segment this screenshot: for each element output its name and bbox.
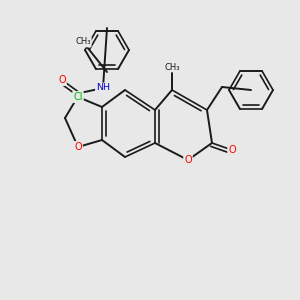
Text: CH₃: CH₃ — [164, 62, 180, 71]
Text: O: O — [184, 155, 192, 165]
Text: O: O — [228, 145, 236, 155]
Text: O: O — [74, 142, 82, 152]
Text: NH: NH — [96, 83, 110, 92]
Text: O: O — [58, 75, 66, 85]
Text: Cl: Cl — [73, 92, 83, 102]
Text: CH₃: CH₃ — [75, 38, 91, 46]
